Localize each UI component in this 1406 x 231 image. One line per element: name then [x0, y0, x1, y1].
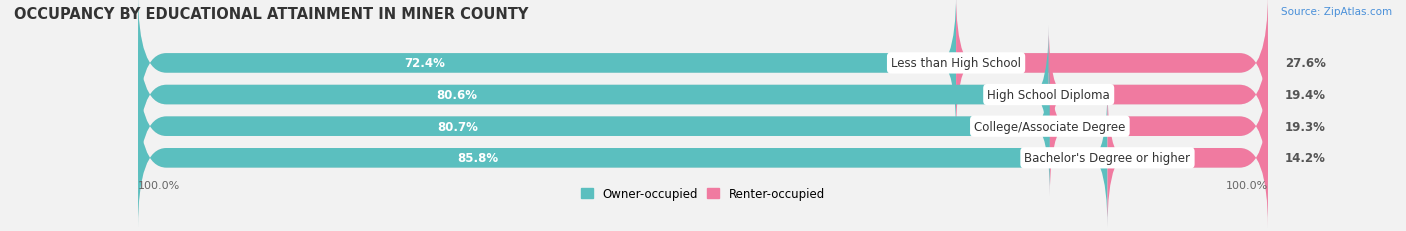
FancyBboxPatch shape	[138, 0, 1268, 133]
FancyBboxPatch shape	[1050, 58, 1268, 196]
Text: College/Associate Degree: College/Associate Degree	[974, 120, 1126, 133]
FancyBboxPatch shape	[956, 0, 1268, 133]
FancyBboxPatch shape	[138, 0, 956, 133]
Text: High School Diploma: High School Diploma	[987, 89, 1111, 102]
FancyBboxPatch shape	[138, 89, 1108, 227]
FancyBboxPatch shape	[138, 58, 1268, 196]
Text: Bachelor's Degree or higher: Bachelor's Degree or higher	[1025, 152, 1191, 165]
FancyBboxPatch shape	[138, 26, 1049, 164]
Text: 19.4%: 19.4%	[1285, 89, 1326, 102]
Text: OCCUPANCY BY EDUCATIONAL ATTAINMENT IN MINER COUNTY: OCCUPANCY BY EDUCATIONAL ATTAINMENT IN M…	[14, 7, 529, 22]
FancyBboxPatch shape	[138, 26, 1268, 164]
Legend: Owner-occupied, Renter-occupied: Owner-occupied, Renter-occupied	[576, 182, 830, 205]
FancyBboxPatch shape	[138, 58, 1050, 196]
FancyBboxPatch shape	[1108, 89, 1268, 227]
Text: Less than High School: Less than High School	[891, 57, 1021, 70]
Text: 100.0%: 100.0%	[138, 180, 180, 190]
Text: 100.0%: 100.0%	[1226, 180, 1268, 190]
Text: 14.2%: 14.2%	[1285, 152, 1326, 165]
Text: 85.8%: 85.8%	[457, 152, 498, 165]
Text: 19.3%: 19.3%	[1285, 120, 1326, 133]
FancyBboxPatch shape	[1049, 26, 1268, 164]
Text: 80.6%: 80.6%	[436, 89, 477, 102]
Text: Source: ZipAtlas.com: Source: ZipAtlas.com	[1281, 7, 1392, 17]
Text: 72.4%: 72.4%	[404, 57, 444, 70]
FancyBboxPatch shape	[138, 89, 1268, 227]
Text: 80.7%: 80.7%	[437, 120, 478, 133]
Text: 27.6%: 27.6%	[1285, 57, 1326, 70]
